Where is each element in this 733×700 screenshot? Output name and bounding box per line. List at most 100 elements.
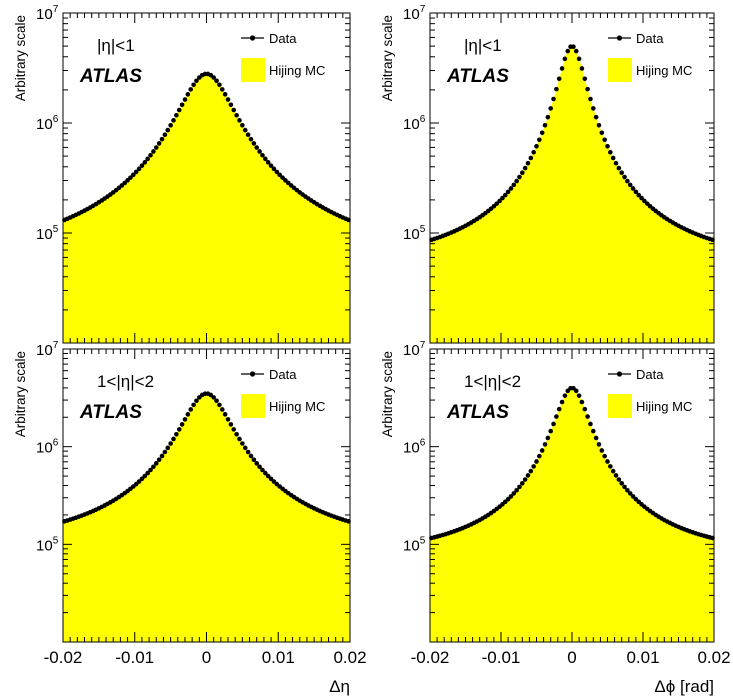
- data-point: [517, 484, 522, 490]
- data-point: [559, 399, 565, 405]
- data-point: [522, 477, 528, 482]
- x-tick-label: 0: [567, 648, 576, 667]
- data-point: [534, 459, 539, 464]
- data-point: [260, 152, 265, 158]
- mc-fill-area: [63, 393, 350, 642]
- y-tick-label: 106: [36, 438, 59, 457]
- data-point: [153, 461, 159, 466]
- data-point: [142, 160, 148, 165]
- data-point: [633, 189, 639, 195]
- data-point: [502, 192, 508, 198]
- data-point: [559, 66, 565, 71]
- data-point: [531, 464, 536, 469]
- y-axis-ticks: [429, 349, 715, 643]
- data-point: [599, 448, 605, 453]
- y-axis-title: Arbitrary scale: [13, 15, 28, 101]
- data-point: [548, 106, 553, 111]
- data-points: [429, 385, 715, 541]
- data-point: [242, 445, 248, 451]
- data-point: [573, 48, 579, 54]
- data-point: [125, 178, 130, 183]
- y-axis-title: Arbitrary scale: [13, 351, 28, 437]
- data-point: [505, 496, 511, 502]
- data-point: [211, 395, 216, 400]
- data-point: [174, 112, 179, 118]
- legend-mc-swatch: [608, 58, 632, 82]
- data-point: [162, 132, 168, 138]
- data-point: [151, 464, 156, 470]
- data-point: [576, 56, 582, 62]
- data-point: [191, 82, 196, 88]
- data-point: [139, 476, 145, 482]
- data-point: [576, 393, 582, 398]
- data-point: [191, 402, 196, 408]
- legend-mc-swatch: [608, 394, 632, 418]
- data-point: [257, 464, 262, 470]
- data-point: [545, 435, 551, 441]
- data-point: [231, 107, 237, 113]
- data-point: [537, 453, 542, 459]
- data-point: [608, 150, 613, 155]
- data-point: [251, 457, 257, 463]
- y-axis-title: Arbitrary scale: [380, 351, 395, 437]
- legend-data-marker: [616, 35, 623, 41]
- legend-data-label: Data: [636, 367, 664, 382]
- data-point: [613, 160, 619, 166]
- data-point: [240, 123, 245, 128]
- data-point: [211, 75, 216, 80]
- data-point: [176, 427, 182, 432]
- data-point: [528, 468, 534, 474]
- data-point: [613, 473, 619, 478]
- data-point: [602, 137, 607, 143]
- data-point: [554, 86, 559, 92]
- data-point: [265, 160, 271, 165]
- data-point: [165, 127, 171, 133]
- data-point: [257, 149, 262, 154]
- data-point: [556, 406, 562, 412]
- data-point: [128, 175, 133, 180]
- data-point: [219, 87, 225, 92]
- data-point: [188, 407, 194, 412]
- data-point: [500, 195, 505, 201]
- data-point: [159, 453, 165, 459]
- data-point: [248, 453, 254, 459]
- x-axis-title: Δη: [329, 677, 350, 696]
- y-tick-label: 105: [403, 535, 426, 554]
- data-point: [551, 96, 556, 102]
- data-point: [176, 107, 182, 113]
- legend-data-label: Data: [269, 31, 297, 46]
- legend-mc-label: Hijing MC: [269, 399, 325, 414]
- data-point: [517, 174, 522, 180]
- data-point: [539, 448, 545, 453]
- data-point: [539, 130, 545, 136]
- data-point: [159, 136, 165, 142]
- data-point: [497, 198, 502, 204]
- data-point: [622, 174, 627, 180]
- data-point: [610, 468, 616, 474]
- x-tick-label: -0.02: [44, 648, 83, 667]
- region-label: |η|<1: [97, 36, 135, 55]
- mc-fill-area: [430, 387, 714, 642]
- data-point: [194, 78, 199, 84]
- data-point: [520, 481, 525, 486]
- data-point: [565, 48, 571, 54]
- atlas-label: ATLAS: [446, 402, 509, 423]
- data-point: [139, 163, 145, 168]
- data-point: [248, 136, 254, 142]
- data-point: [242, 127, 248, 133]
- data-point: [280, 175, 285, 180]
- data-point: [168, 123, 173, 128]
- data-point: [217, 82, 222, 88]
- data-point: [156, 141, 162, 146]
- legend: Data Hijing MC: [608, 31, 692, 82]
- atlas-label: ATLAS: [446, 66, 509, 87]
- legend: Data Hijing MC: [241, 367, 325, 418]
- data-point: [214, 78, 219, 84]
- data-point: [151, 149, 156, 154]
- legend-data-marker: [249, 35, 256, 41]
- data-point: [263, 156, 268, 162]
- data-point: [145, 156, 150, 162]
- region-label: 1<|η|<2: [464, 372, 521, 391]
- data-point: [231, 427, 237, 432]
- data-point: [254, 461, 260, 466]
